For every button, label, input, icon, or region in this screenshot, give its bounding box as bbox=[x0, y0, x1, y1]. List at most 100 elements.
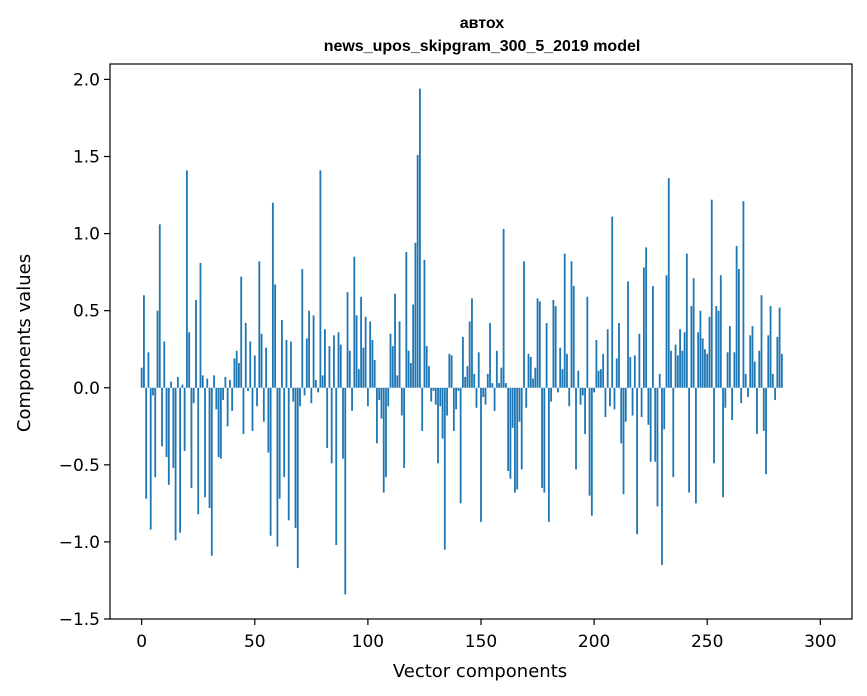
bar bbox=[439, 387, 442, 407]
bar bbox=[256, 387, 258, 407]
bar bbox=[523, 261, 525, 388]
bar bbox=[156, 310, 159, 388]
bar bbox=[756, 387, 758, 434]
bar bbox=[235, 350, 238, 388]
bar bbox=[568, 387, 571, 407]
bar bbox=[317, 387, 320, 393]
bar bbox=[222, 387, 225, 401]
bar bbox=[412, 304, 415, 388]
bar bbox=[294, 387, 297, 529]
bar bbox=[308, 310, 310, 388]
x-tick-label: 0 bbox=[136, 632, 147, 652]
bar bbox=[242, 387, 245, 434]
bar bbox=[572, 286, 575, 388]
bar bbox=[437, 387, 439, 464]
bar bbox=[656, 387, 659, 507]
bar bbox=[276, 387, 279, 547]
bar bbox=[462, 336, 464, 388]
bar bbox=[403, 387, 405, 468]
bar bbox=[197, 387, 200, 515]
bar bbox=[407, 350, 410, 388]
bar bbox=[649, 387, 652, 462]
bar bbox=[636, 387, 638, 535]
bar bbox=[394, 293, 396, 388]
bar bbox=[342, 387, 344, 459]
bar bbox=[421, 387, 424, 431]
bar bbox=[195, 299, 197, 388]
bar bbox=[382, 387, 385, 493]
bar bbox=[161, 387, 163, 447]
bar bbox=[321, 375, 324, 388]
bar bbox=[654, 387, 657, 462]
bar bbox=[751, 326, 754, 388]
bar bbox=[199, 262, 202, 388]
bar bbox=[471, 298, 473, 388]
bar bbox=[747, 387, 749, 397]
bar bbox=[226, 387, 229, 427]
bar bbox=[301, 269, 304, 388]
bar bbox=[674, 344, 677, 388]
bar bbox=[744, 373, 747, 388]
bar bbox=[466, 366, 469, 388]
bar bbox=[595, 339, 598, 388]
bar bbox=[473, 373, 476, 388]
bar bbox=[609, 387, 611, 407]
bar bbox=[328, 346, 331, 388]
bar bbox=[547, 387, 550, 522]
bar bbox=[176, 376, 179, 388]
bar bbox=[498, 383, 500, 388]
bar bbox=[477, 352, 480, 388]
bar bbox=[557, 387, 559, 393]
bar bbox=[428, 366, 430, 388]
bar bbox=[697, 332, 700, 388]
bar bbox=[765, 387, 767, 475]
bar bbox=[443, 387, 446, 550]
bar bbox=[593, 387, 596, 393]
bar bbox=[620, 387, 623, 444]
bar bbox=[602, 353, 605, 388]
bar bbox=[296, 387, 299, 569]
x-tick-label: 100 bbox=[352, 632, 384, 652]
bar bbox=[527, 353, 530, 388]
bar bbox=[140, 367, 143, 388]
bar bbox=[253, 355, 256, 388]
bar bbox=[376, 387, 378, 444]
y-tick-label: 0.5 bbox=[73, 302, 100, 322]
bar bbox=[274, 284, 277, 388]
bar bbox=[495, 350, 498, 388]
bar bbox=[224, 376, 227, 388]
bar bbox=[566, 353, 568, 388]
bar bbox=[244, 323, 247, 388]
bar bbox=[450, 355, 453, 388]
bar bbox=[217, 387, 220, 458]
bar bbox=[776, 336, 779, 388]
bar bbox=[396, 375, 399, 388]
bar bbox=[627, 281, 629, 388]
bar bbox=[247, 387, 249, 391]
bar bbox=[181, 384, 184, 388]
bar bbox=[231, 387, 234, 411]
bar bbox=[258, 261, 261, 388]
y-tick-label: −1.0 bbox=[59, 533, 100, 553]
bar bbox=[145, 387, 148, 499]
bar bbox=[685, 253, 688, 388]
bar bbox=[581, 387, 584, 396]
bar bbox=[204, 387, 206, 498]
bar bbox=[704, 349, 706, 388]
bar bbox=[767, 335, 770, 388]
bar bbox=[409, 363, 412, 388]
bar bbox=[717, 310, 720, 388]
bar bbox=[154, 387, 157, 478]
bar bbox=[710, 199, 713, 388]
bar bbox=[658, 373, 661, 388]
bar bbox=[303, 387, 306, 396]
bar bbox=[769, 306, 772, 388]
bar bbox=[683, 332, 686, 388]
bar bbox=[457, 387, 460, 391]
bar bbox=[267, 387, 270, 453]
bar bbox=[183, 387, 186, 451]
bar bbox=[233, 358, 236, 388]
bar bbox=[545, 323, 548, 388]
bar bbox=[529, 356, 532, 388]
bar bbox=[455, 387, 458, 410]
